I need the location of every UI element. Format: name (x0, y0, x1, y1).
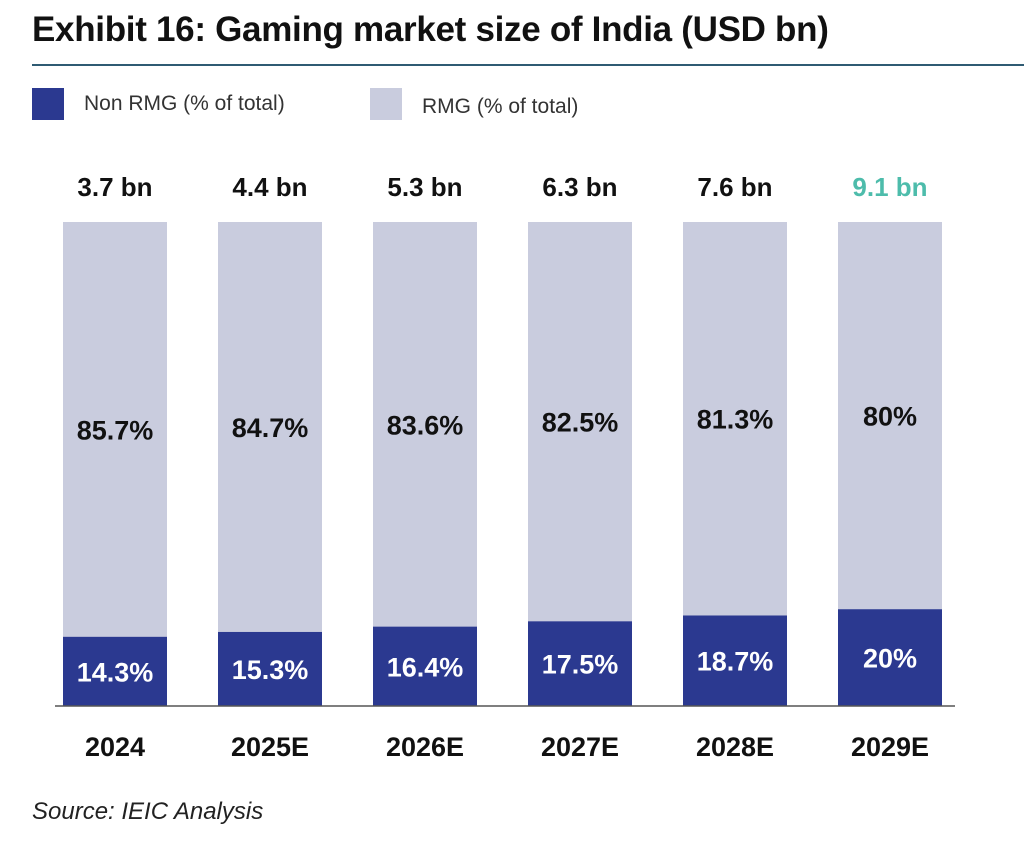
total-label-2029E: 9.1 bn (852, 172, 927, 202)
label-non-rmg-2029E: 20% (863, 644, 917, 674)
x-tick-label-2028E: 2028E (696, 732, 774, 762)
total-label-2027E: 6.3 bn (542, 172, 617, 202)
bar-non-rmg-2028E (683, 615, 787, 706)
x-tick-label-2029E: 2029E (851, 732, 929, 762)
bar-rmg-2027E (528, 222, 632, 622)
total-label-2026E: 5.3 bn (387, 172, 462, 202)
total-label-2024: 3.7 bn (77, 172, 152, 202)
x-tick-label-2025E: 2025E (231, 732, 309, 762)
legend-item-rmg: RMG (% of total) (370, 88, 578, 120)
label-rmg-2029E: 80% (863, 402, 917, 432)
bar-non-rmg-2026E (373, 626, 477, 706)
bar-non-rmg-2024 (63, 636, 167, 706)
bar-rmg-2028E (683, 222, 787, 616)
bar-rmg-2029E (838, 222, 942, 610)
chart-title: Exhibit 16: Gaming market size of India … (32, 10, 829, 49)
legend-label-non-rmg: Non RMG (% of total) (84, 92, 285, 115)
total-label-2028E: 7.6 bn (697, 172, 772, 202)
source-note: Source: IEIC Analysis (32, 798, 264, 825)
legend-swatch-rmg (370, 88, 402, 120)
bar-non-rmg-2025E (218, 631, 322, 706)
bar-rmg-2025E (218, 222, 322, 632)
bar-rmg-2024 (63, 222, 167, 637)
title-divider (32, 64, 1024, 66)
label-rmg-2024: 85.7% (77, 415, 154, 445)
bar-non-rmg-2027E (528, 621, 632, 706)
x-tick-label-2026E: 2026E (386, 732, 464, 762)
label-non-rmg-2024: 14.3% (77, 657, 154, 687)
bar-rmg-2026E (373, 222, 477, 627)
label-non-rmg-2028E: 18.7% (697, 647, 774, 677)
legend-item-non-rmg: Non RMG (% of total) (32, 88, 285, 120)
label-rmg-2025E: 84.7% (232, 413, 309, 443)
label-non-rmg-2027E: 17.5% (542, 650, 619, 680)
legend-label-rmg: RMG (% of total) (422, 95, 579, 118)
x-tick-label-2024: 2024 (85, 732, 145, 762)
x-tick-label-2027E: 2027E (541, 732, 619, 762)
label-rmg-2026E: 83.6% (387, 410, 464, 440)
legend-swatch-non-rmg (32, 88, 64, 120)
label-non-rmg-2025E: 15.3% (232, 655, 309, 685)
bar-non-rmg-2029E (838, 609, 942, 706)
label-non-rmg-2026E: 16.4% (387, 652, 464, 682)
total-label-2025E: 4.4 bn (232, 172, 307, 202)
label-rmg-2028E: 81.3% (697, 405, 774, 435)
label-rmg-2027E: 82.5% (542, 408, 619, 438)
